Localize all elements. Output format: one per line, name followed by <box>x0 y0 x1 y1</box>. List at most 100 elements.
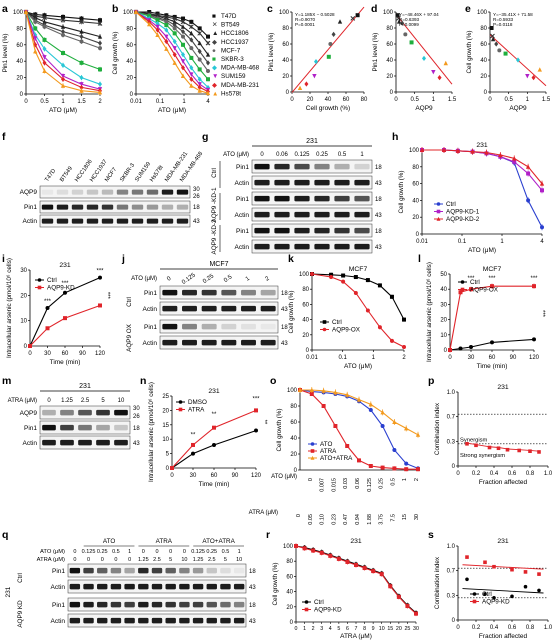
y-tick-label: 30 <box>20 268 27 274</box>
x-tick-label: 9 <box>372 626 375 632</box>
panel-g: 231 ATO (μM) 0 0.06 0.125 0.25 0.5 1 Pin1 18 Actin… <box>211 138 382 255</box>
blot-band <box>124 583 135 590</box>
panel-letter: p <box>428 375 434 387</box>
data-point <box>492 596 496 600</box>
atra-value: 0 <box>114 557 117 563</box>
data-point <box>333 390 338 395</box>
blot-band <box>110 601 122 608</box>
data-point <box>517 448 521 453</box>
atra-axis-label: ATRA (μM) <box>249 510 278 516</box>
blot-band <box>314 179 330 186</box>
y-tick-label: 40 <box>480 58 487 64</box>
data-point <box>539 181 545 186</box>
conc-value: 2.5 <box>81 398 90 404</box>
x-tick-label: 0.8 <box>526 625 535 631</box>
data-point <box>321 388 326 393</box>
data-point <box>97 34 103 39</box>
data-point <box>490 284 494 289</box>
y-tick-label: 60 <box>16 43 23 49</box>
blot-band <box>161 189 174 195</box>
blot-band <box>221 323 237 330</box>
data-point <box>42 68 47 74</box>
legend-label: AQP9-KD <box>47 285 75 292</box>
series-line <box>25 11 101 70</box>
data-point <box>490 33 495 39</box>
x-tick-label: 10 <box>379 626 385 632</box>
data-point <box>326 54 331 59</box>
data-point <box>197 82 202 87</box>
y-tick-label: 25 <box>162 394 169 400</box>
legend-marker <box>304 607 309 612</box>
y-tick-label: 80 <box>282 26 289 32</box>
data-point <box>181 34 186 39</box>
data-point <box>458 290 463 295</box>
legend-marker: ▲ <box>212 30 218 37</box>
panel-title: 231 <box>497 384 509 391</box>
legend-label: Ctrl <box>332 319 342 326</box>
legend-label: BT549 <box>221 22 240 29</box>
blot-band <box>179 583 190 590</box>
series-line <box>422 149 543 228</box>
y-tick-label: 100 <box>383 10 394 16</box>
series-line <box>29 304 101 347</box>
y-tick-label: 50 <box>440 272 447 278</box>
series-line <box>25 11 101 44</box>
blot-band <box>151 617 163 624</box>
x-tick-label: 1 <box>432 97 436 103</box>
data-point <box>377 325 382 330</box>
y-tick-label: 0 <box>24 344 28 350</box>
data-point <box>79 19 84 25</box>
blot-band <box>294 195 310 202</box>
y-tick-label: 100 <box>279 10 290 16</box>
x-tick-label: 1.5 <box>542 97 551 103</box>
data-point <box>97 21 103 26</box>
series-line <box>422 149 543 184</box>
data-point <box>33 36 38 41</box>
data-point <box>164 38 169 45</box>
blot-band <box>314 163 330 170</box>
x-tick-label: 30 <box>468 355 475 361</box>
x-tick-label: 4 <box>540 239 544 245</box>
blot-band <box>294 179 310 186</box>
data-point <box>441 147 447 152</box>
blot-band <box>138 583 149 590</box>
conc-value: 0 <box>260 152 264 158</box>
blot-band <box>83 601 94 608</box>
data-point <box>79 34 84 40</box>
ato-value: 0.25 <box>206 549 217 555</box>
data-point <box>329 272 334 277</box>
blot-band <box>69 567 81 574</box>
y-tick-label: 15 <box>162 423 169 429</box>
panel-letter: s <box>428 529 434 541</box>
blot-band <box>161 218 174 224</box>
x-axis-label: Time (min) <box>199 481 230 488</box>
data-point <box>409 40 414 45</box>
legend-marker <box>37 285 42 290</box>
data-point <box>189 19 194 24</box>
ato-tick-label: 0 <box>308 478 314 481</box>
panel-n: 0 5 10 15 20 25 0 30 60 90 120 Intracellular arseni… <box>148 382 267 488</box>
blot-band <box>201 339 217 346</box>
blot-band <box>42 439 56 446</box>
legend-marker: ■ <box>212 56 216 63</box>
blot-band <box>274 195 290 202</box>
conc-label: ATRA (μM) <box>8 398 37 404</box>
p-value: P=0.0001 <box>295 22 315 27</box>
data-point <box>60 24 66 29</box>
conc-value: 2 <box>265 275 272 282</box>
x-axis-label: Time (min) <box>50 359 81 366</box>
legend-label: ATO <box>320 441 332 448</box>
row-label: Actin <box>235 212 250 219</box>
y-tick-label: 10 <box>20 319 27 325</box>
significance-star: *** <box>96 269 104 275</box>
data-point <box>61 32 65 37</box>
significance-star: *** <box>467 276 475 282</box>
data-point <box>371 569 376 574</box>
data-point <box>483 560 487 565</box>
group-label: Ctrl <box>17 573 24 583</box>
kda-label: 26 <box>133 414 140 420</box>
series-line <box>311 273 405 348</box>
data-point <box>180 73 186 78</box>
data-point <box>188 24 194 30</box>
significance-star: ** <box>261 420 267 425</box>
